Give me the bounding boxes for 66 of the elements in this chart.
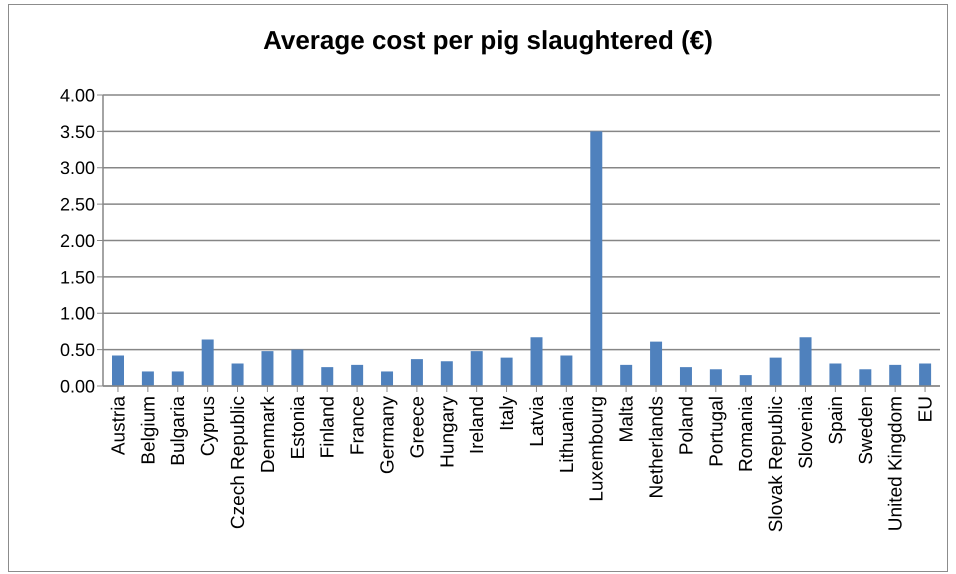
x-tick-label: EU bbox=[916, 396, 937, 422]
x-tick-label: United Kingdom bbox=[886, 396, 907, 532]
bar bbox=[800, 337, 812, 386]
x-tick-label: Spain bbox=[826, 396, 847, 445]
y-tick-label: 0.50 bbox=[60, 340, 95, 360]
x-tick-label: Luxembourg bbox=[586, 396, 608, 502]
bar bbox=[351, 364, 364, 386]
bar bbox=[710, 369, 722, 386]
bar bbox=[291, 350, 304, 386]
bar bbox=[232, 363, 244, 386]
y-tick-label: 1.00 bbox=[60, 304, 95, 324]
x-tick-label: Estonia bbox=[288, 396, 309, 460]
bar bbox=[142, 371, 154, 386]
bar bbox=[770, 358, 782, 386]
bar bbox=[740, 375, 752, 386]
bar bbox=[410, 359, 423, 386]
x-tick-label: Germany bbox=[377, 396, 398, 474]
bar bbox=[919, 363, 932, 386]
bar bbox=[650, 342, 662, 386]
bar bbox=[500, 358, 513, 386]
bar bbox=[112, 355, 124, 386]
chart-title: Average cost per pig slaughtered (€) bbox=[262, 25, 714, 56]
x-tick-label: Bulgaria bbox=[168, 396, 190, 466]
x-tick-label: Greece bbox=[407, 396, 428, 458]
x-tick-label: Cyprus bbox=[198, 396, 220, 456]
x-tick-label: Romania bbox=[736, 396, 758, 472]
bar bbox=[859, 369, 872, 386]
bar bbox=[560, 355, 572, 386]
bar bbox=[680, 367, 692, 386]
x-tick-label: Denmark bbox=[258, 396, 279, 474]
bar bbox=[381, 371, 394, 386]
y-tick-label: 1.50 bbox=[60, 267, 95, 288]
bar bbox=[620, 364, 632, 386]
bar bbox=[470, 351, 483, 386]
y-tick-label: 3.50 bbox=[60, 122, 95, 142]
x-tick-label: Slovenia bbox=[796, 396, 817, 469]
x-tick-label: Czech Republic bbox=[228, 396, 250, 530]
y-tick-label: 0.00 bbox=[60, 376, 95, 396]
bar bbox=[440, 361, 453, 386]
y-tick-label: 2.50 bbox=[60, 194, 95, 215]
bar bbox=[321, 367, 334, 386]
bar bbox=[889, 364, 902, 386]
x-tick-label: Latvia bbox=[526, 396, 548, 447]
x-tick-label: Slovak Republic bbox=[766, 396, 788, 532]
x-tick-label: France bbox=[348, 396, 369, 456]
x-tick-label: Finland bbox=[318, 396, 339, 458]
bar bbox=[261, 351, 274, 386]
x-tick-label: Portugal bbox=[706, 396, 728, 467]
x-tick-label: Poland bbox=[676, 396, 698, 456]
bar bbox=[590, 131, 602, 386]
bar bbox=[530, 337, 542, 386]
x-tick-label: Lithuania bbox=[556, 396, 578, 474]
bar bbox=[172, 371, 184, 386]
x-tick-label: Italy bbox=[497, 396, 518, 431]
x-tick-label: Sweden bbox=[856, 396, 877, 465]
x-tick-label: Austria bbox=[108, 396, 130, 456]
y-tick-label: 3.00 bbox=[60, 158, 95, 178]
x-tick-label: Netherlands bbox=[646, 396, 668, 498]
x-tick-label: Belgium bbox=[138, 396, 160, 465]
bar bbox=[202, 339, 214, 386]
x-tick-label: Ireland bbox=[467, 396, 488, 454]
y-tick-label: 2.00 bbox=[60, 230, 95, 251]
x-tick-label: Hungary bbox=[437, 396, 458, 468]
bar bbox=[829, 363, 842, 386]
x-tick-label: Malta bbox=[616, 396, 638, 442]
y-tick-label: 4.00 bbox=[60, 85, 95, 106]
